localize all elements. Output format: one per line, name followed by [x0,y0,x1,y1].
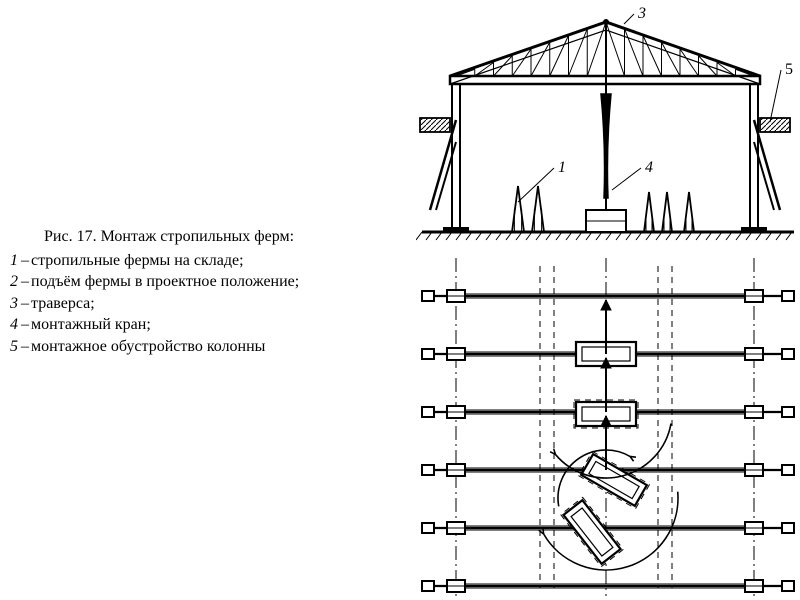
caption-block: Рис. 17. Монтаж стропильных ферм: 1–стро… [10,210,410,358]
caption-num: 4 [10,316,18,333]
caption-item: 3–траверса; [10,293,410,315]
caption-text: стропильные фермы на складе; [31,252,244,269]
caption-dash: – [21,316,29,333]
caption-dash: – [21,338,29,355]
caption-text: подъём фермы в проектное положение; [31,273,299,290]
caption-item: 5–монтажное обустройство колонны [10,336,410,358]
caption-num: 2 [10,273,18,290]
caption-item: 1–стропильные фермы на складе; [10,250,410,272]
figure-diagram: 3 5 1 4 [416,0,800,600]
caption-text: монтажное обустройство колонны [31,338,265,355]
caption-text: траверса; [31,295,95,312]
caption-dash: – [21,273,29,290]
svg-text:1: 1 [558,159,566,176]
svg-text:5: 5 [785,61,793,78]
caption-item: 4–монтажный кран; [10,314,410,336]
svg-text:4: 4 [645,159,653,176]
caption-dash: – [21,252,29,269]
caption-dash: – [21,295,29,312]
caption-text: монтажный кран; [31,316,151,333]
caption-num: 3 [10,295,18,312]
caption-title: Рис. 17. Монтаж стропильных ферм: [10,226,410,248]
caption-item: 2–подъём фермы в проектное положение; [10,271,410,293]
caption-num: 5 [10,338,18,355]
caption-num: 1 [10,252,18,269]
svg-text:3: 3 [637,5,646,22]
